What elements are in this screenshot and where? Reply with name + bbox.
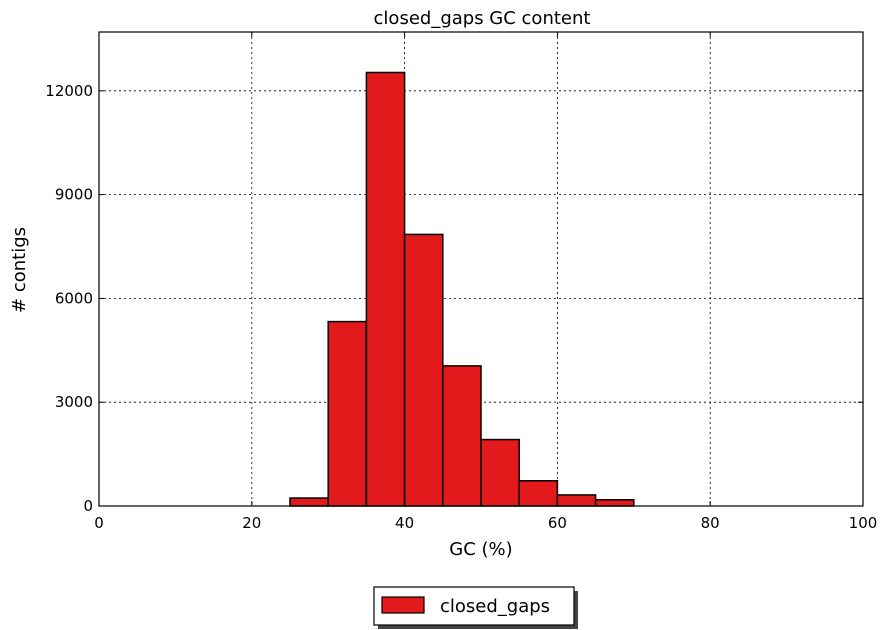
histogram-bar: [480, 438, 520, 507]
x-tick-label: 100: [849, 514, 878, 532]
x-tick-label: 40: [395, 514, 414, 532]
legend-label: closed_gaps: [440, 596, 550, 617]
y-tick-label: 6000: [55, 289, 93, 307]
histogram-bar: [403, 233, 444, 507]
x-axis-label: GC (%): [449, 539, 512, 560]
histogram-bar: [518, 479, 559, 507]
histogram-bar: [594, 499, 635, 507]
histogram-bar: [365, 71, 406, 507]
legend: closed_gaps: [373, 586, 578, 629]
histogram-bar: [327, 320, 368, 507]
y-tick-label: 3000: [55, 393, 93, 411]
chart-title: closed_gaps GC content: [374, 8, 591, 29]
x-tick-label: 20: [242, 514, 261, 532]
histogram-bar: [556, 494, 597, 507]
y-tick-label: 9000: [55, 186, 93, 204]
x-tick-label: 0: [94, 514, 104, 532]
plot-frame: [98, 31, 864, 507]
histogram-bar: [289, 497, 329, 507]
bars-layer: [289, 71, 635, 507]
histogram-bar: [442, 365, 482, 507]
ticks-layer: 0 20 40 60 80 100 0 3000 6000 9000 12000: [45, 32, 877, 532]
legend-swatch: [381, 596, 425, 614]
y-tick-label: 12000: [45, 82, 93, 100]
x-tick-label: 60: [548, 514, 567, 532]
y-tick-label: 0: [83, 497, 93, 515]
y-axis-label: # contigs: [9, 227, 30, 313]
x-tick-label: 80: [701, 514, 720, 532]
